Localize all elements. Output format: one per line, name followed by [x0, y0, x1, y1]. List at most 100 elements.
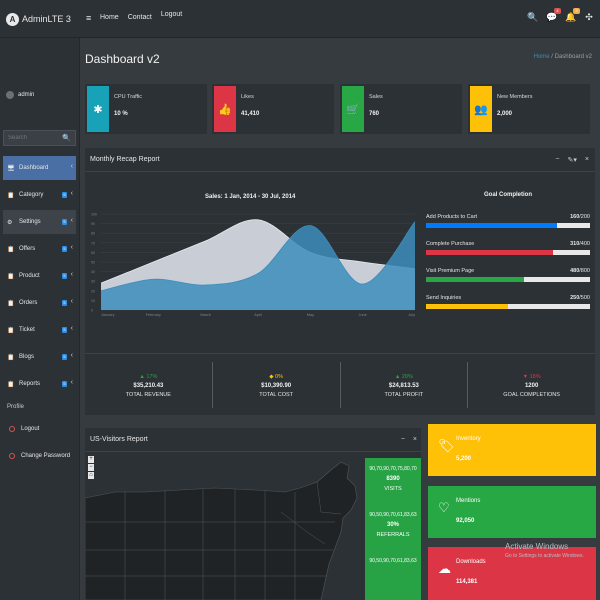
sidebar-menu: 🖥 Dashboard ‹ 📋 Category 5 ‹ ⚙ Settings 5 ‹ 📋 Offers…	[3, 156, 76, 469]
breadcrumb-home[interactable]: Home	[533, 54, 550, 60]
circle-icon	[9, 452, 15, 459]
sidebar-item-reports[interactable]: 📋 Reports 5 ‹	[3, 372, 76, 396]
info-box-value: 10 %	[114, 111, 128, 117]
stat-box-title: Downloads	[456, 559, 486, 565]
wrench-dropdown-button[interactable]: ✎▾	[567, 157, 577, 164]
sidebar-item-offers[interactable]: 📋 Offers 5 ‹	[3, 237, 76, 261]
activate-subtitle: Go to Settings to activate Windows.	[505, 553, 584, 559]
chevron-left-icon: ‹	[70, 298, 73, 305]
y-tick-label: 0	[91, 309, 93, 313]
usa-map[interactable]	[85, 452, 365, 600]
info-box-title: Likes	[241, 94, 254, 100]
x-tick-label: May	[307, 313, 314, 317]
chevron-left-icon: ‹	[70, 217, 73, 224]
activate-title: Activate Windows	[505, 542, 569, 551]
zoom-out-button[interactable]: −	[88, 464, 94, 471]
chevron-left-icon: ‹	[70, 163, 73, 170]
search-icon[interactable]: 🔍	[62, 135, 71, 142]
stat-box-value: 114,381	[456, 579, 478, 585]
progress-bar-fill	[426, 277, 525, 282]
info-box-title: CPU Traffic	[114, 94, 143, 100]
visitor-stat: 90,50,90,70,61,83,63	[365, 550, 421, 596]
sidebar-item-product[interactable]: 📋 Product 5 ‹	[3, 264, 76, 288]
visitor-stat: 90,50,90,70,61,83,63 30% REFERRALS	[365, 504, 421, 550]
stat-box-mentions[interactable]: ♡ Mentions 92,050	[428, 486, 596, 538]
goal-label: Send Inquiries	[426, 295, 462, 301]
nav-contact-link[interactable]: Contact	[127, 14, 152, 21]
profile-item-logout[interactable]: Logout	[3, 415, 76, 442]
series-1-line	[100, 219, 416, 284]
progress-bar-fill	[426, 223, 558, 228]
stat-total-profit: ▲ 20% $24,813.53 TOTAL PROFIT	[341, 362, 469, 408]
search-icon[interactable]: 🔍	[527, 12, 539, 22]
menu-count-badge: 5	[62, 381, 67, 387]
recap-tools: − ✎▾ ×	[555, 156, 589, 164]
navbar-icons: 🔍 💬 4 🔔 3 ✣	[527, 8, 594, 22]
goal-value: 160/200	[570, 214, 590, 220]
search-input[interactable]	[8, 135, 58, 141]
zoom-in-button[interactable]: +	[88, 456, 94, 463]
chat-icon[interactable]: 💬 4	[546, 8, 561, 22]
sidebar-item-orders[interactable]: 📋 Orders 5 ‹	[3, 291, 76, 315]
info-box-icon: 👍	[214, 86, 236, 132]
goal-row: Complete Purchase 310/400	[426, 241, 590, 247]
user-panel[interactable]: admin	[6, 91, 34, 99]
stat-box-value: 5,200	[456, 456, 472, 462]
info-box-content: CPU Traffic 10 %	[109, 84, 142, 134]
brand-name: AdminLTE 3	[22, 14, 71, 24]
info-box-content: New Members 2,000	[492, 84, 532, 134]
info-box-title: Sales	[369, 94, 383, 100]
zoom-reset-button[interactable]: ⌂	[88, 472, 94, 479]
progress-bar	[426, 250, 590, 255]
bell-icon[interactable]: 🔔 3	[565, 8, 580, 22]
stat-goal-completions: ▼ 18% 1200 GOAL COMPLETIONS	[468, 362, 595, 408]
nav-logout-link[interactable]: Logout	[160, 11, 183, 18]
collapse-button[interactable]: −	[555, 156, 560, 163]
stat-box-inventory[interactable]: 🏷 Inventory 5,200	[428, 424, 596, 476]
menu-toggle-icon[interactable]: ≡	[86, 13, 92, 23]
goal-current: 310	[570, 241, 580, 247]
sparkline-values: 90,70,90,70,75,80,70	[369, 466, 417, 472]
breadcrumb-current: Dashboard v2	[554, 54, 592, 60]
stat-label: GOAL COMPLETIONS	[503, 392, 560, 398]
goals-title: Goal Completion	[484, 192, 532, 198]
map-zoom-controls: + − ⌂	[88, 456, 94, 479]
page-title: Dashboard v2	[85, 52, 160, 66]
chevron-left-icon: ‹	[70, 244, 73, 251]
sparkline-values: 90,50,90,70,61,83,63	[369, 512, 417, 518]
sidebar-item-ticket[interactable]: 📋 Ticket 5 ‹	[3, 318, 76, 342]
y-tick-label: 100	[91, 213, 97, 217]
goal-total: /800	[579, 268, 590, 274]
y-tick-label: 20	[91, 289, 95, 293]
x-tick-label: July	[408, 313, 415, 317]
sidebar-item-settings[interactable]: ⚙ Settings 5 ‹	[3, 210, 76, 234]
stat-label: TOTAL COST	[259, 392, 294, 398]
profile-item-label: Logout	[21, 425, 40, 432]
sidebar-item-category[interactable]: 📋 Category 5 ‹	[3, 183, 76, 207]
profile-item-label: Change Password	[21, 452, 71, 459]
brand-logo[interactable]: A AdminLTE 3	[0, 0, 80, 38]
sidebar-item-label: Dashboard	[19, 165, 49, 171]
goal-value: 250/500	[570, 295, 590, 301]
close-button[interactable]: ×	[412, 436, 417, 443]
grid-icon[interactable]: ✣	[585, 12, 593, 22]
collapse-button[interactable]: −	[400, 436, 405, 443]
stat-value: $24,813.53	[388, 383, 419, 389]
sidebar-item-blogs[interactable]: 📋 Blogs 5 ‹	[3, 345, 76, 369]
sidebar-item-label: Blogs	[19, 354, 35, 360]
stat-delta: ▼ 18%	[522, 374, 541, 380]
x-tick-label: February	[146, 313, 161, 317]
stat-value: 1200	[524, 383, 539, 389]
goal-total: /200	[579, 214, 590, 220]
stat-box-downloads[interactable]: ☁ Downloads 114,381	[428, 547, 596, 600]
profile-item-change-password[interactable]: Change Password	[3, 442, 76, 469]
menu-count-badge: 5	[62, 273, 67, 279]
visitor-stat-label: REFERRALS	[376, 532, 410, 538]
sidebar-item-dashboard[interactable]: 🖥 Dashboard ‹	[3, 156, 76, 180]
nav-home-link[interactable]: Home	[100, 14, 119, 21]
y-tick-label: 90	[91, 222, 95, 226]
menu-count-badge: 5	[62, 246, 67, 252]
close-button[interactable]: ×	[584, 156, 589, 163]
clipboard-icon: 📋	[7, 300, 15, 307]
stat-box-title: Inventory	[456, 436, 481, 442]
